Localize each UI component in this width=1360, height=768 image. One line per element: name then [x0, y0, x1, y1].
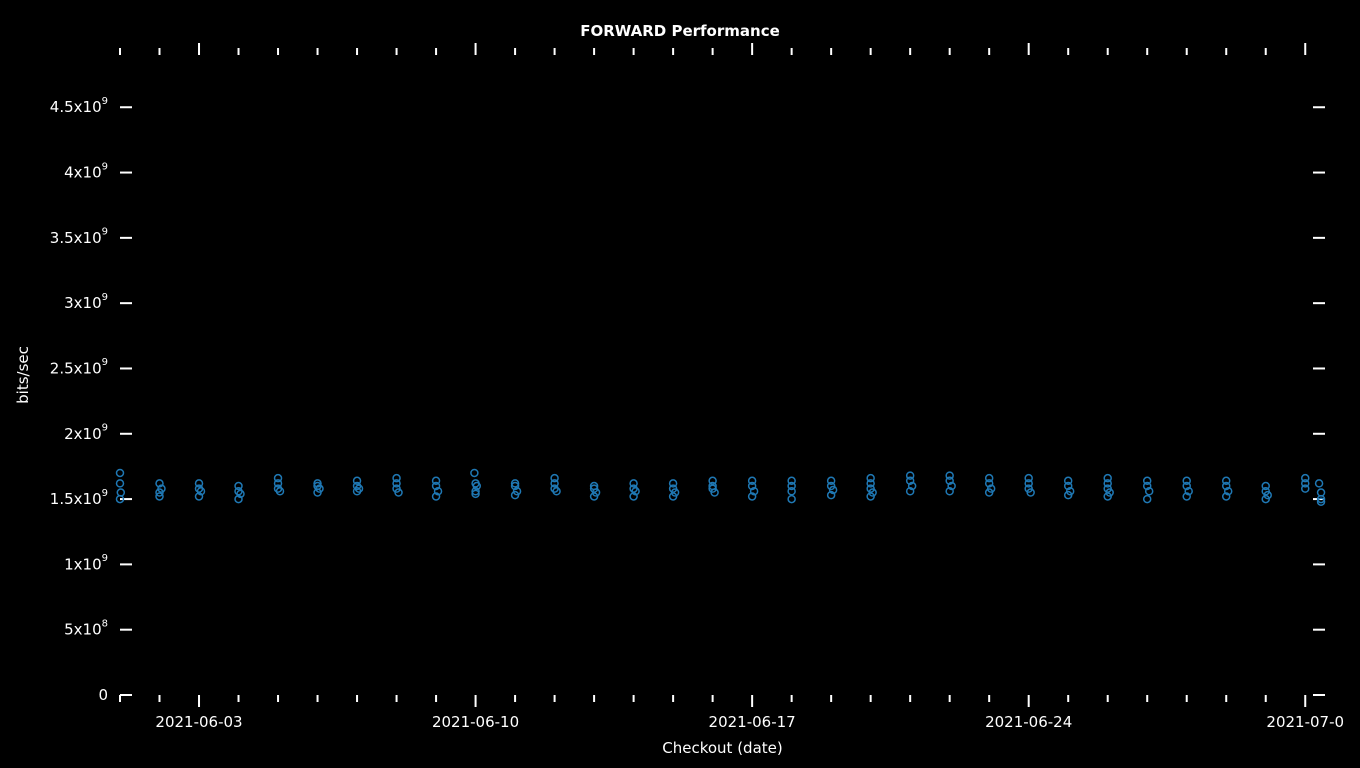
- y-tick-label: 4x109: [64, 161, 108, 181]
- x-tick-label: 2021-06-24: [985, 713, 1072, 731]
- x-tick-label: 2021-06-17: [709, 713, 796, 731]
- y-tick-label: 4.5x109: [50, 96, 108, 116]
- chart-title: FORWARD Performance: [580, 22, 780, 40]
- y-tick-label: 3.5x109: [50, 227, 108, 247]
- y-tick-label: 5x108: [64, 618, 108, 638]
- forward-performance-chart: FORWARD Performance 2021-06-03 2021-06-10 2…: [0, 0, 1360, 768]
- chart-background: [0, 0, 1360, 768]
- y-tick-label: 1.5x109: [50, 488, 108, 508]
- x-axis-label: Checkout (date): [662, 739, 782, 757]
- y-tick-label: 0: [98, 686, 108, 704]
- y-tick-label: 2.5x109: [50, 357, 108, 377]
- y-axis-label: bits/sec: [14, 346, 32, 404]
- x-tick-label: 2021-06-10: [432, 713, 519, 731]
- x-tick-label: 2021-07-0: [1266, 713, 1344, 731]
- y-tick-label: 2x109: [64, 423, 108, 443]
- x-tick-label: 2021-06-03: [155, 713, 242, 731]
- y-tick-label: 3x109: [64, 292, 108, 312]
- y-tick-label: 1x109: [64, 553, 108, 573]
